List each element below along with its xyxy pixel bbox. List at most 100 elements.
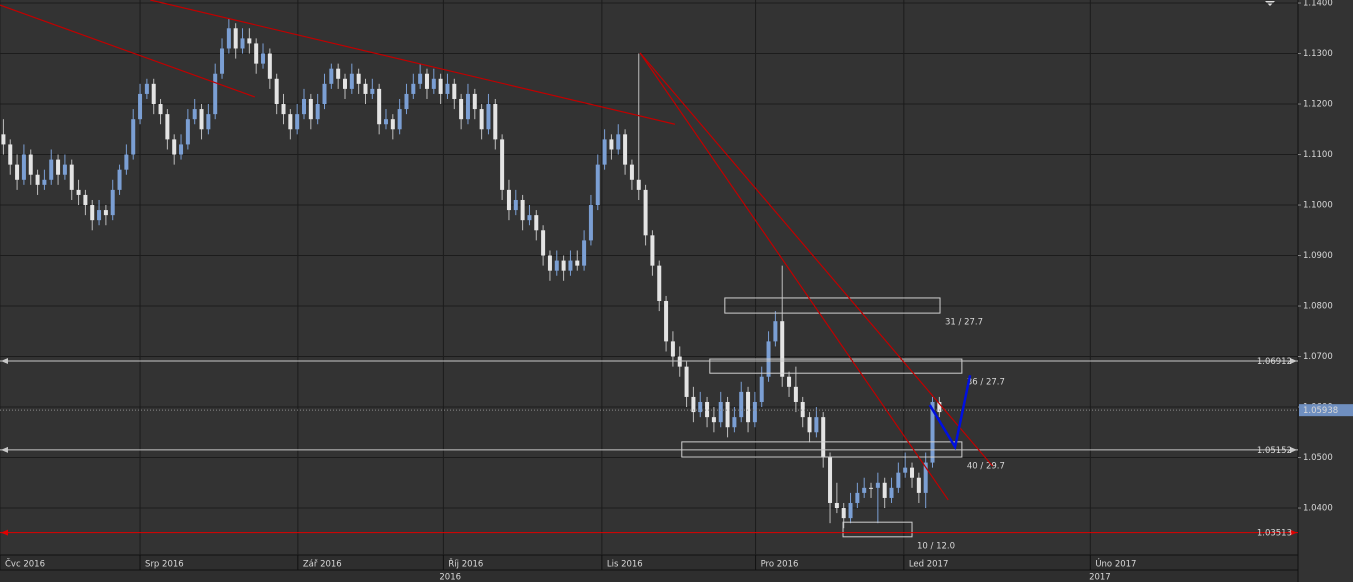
candle-body bbox=[110, 189, 115, 216]
y-tick-label: 1.1000 bbox=[1303, 201, 1333, 211]
line-arrow bbox=[1290, 357, 1297, 364]
candle-body bbox=[390, 119, 395, 130]
candle-body bbox=[445, 83, 450, 94]
candle-body bbox=[698, 401, 703, 413]
candle-body bbox=[233, 28, 238, 49]
candle-body bbox=[295, 114, 300, 130]
y-tick-label: 1.1400 bbox=[1303, 0, 1333, 9]
candle-body bbox=[192, 109, 197, 120]
y-tick-label: 1.0500 bbox=[1303, 453, 1333, 463]
candle-body bbox=[506, 189, 511, 211]
candle-body bbox=[220, 48, 225, 74]
candle-body bbox=[882, 482, 887, 498]
candle-body bbox=[746, 391, 751, 423]
candle-body bbox=[274, 78, 279, 105]
candle-body bbox=[930, 401, 935, 463]
candle-body bbox=[862, 487, 867, 493]
y-tick-label: 1.1200 bbox=[1303, 100, 1333, 110]
candle-body bbox=[534, 215, 539, 231]
candle-body bbox=[131, 119, 136, 155]
y-tick-label: 1.1300 bbox=[1303, 49, 1333, 59]
candle-body bbox=[547, 255, 552, 271]
x-tick-label: Úno 2017 bbox=[1095, 558, 1136, 570]
candle-body bbox=[800, 401, 805, 418]
candle-body bbox=[821, 417, 826, 458]
candle-body bbox=[103, 210, 108, 216]
zone-label: 31 / 27.7 bbox=[945, 318, 983, 328]
candle-body bbox=[315, 104, 320, 120]
x-axis-area bbox=[0, 555, 1298, 582]
candle-body bbox=[486, 104, 491, 130]
candle-body bbox=[561, 260, 566, 271]
candle-body bbox=[165, 114, 170, 140]
candle-body bbox=[35, 174, 40, 185]
candle-body bbox=[588, 205, 593, 241]
candle-body bbox=[855, 492, 860, 503]
candle-body bbox=[910, 467, 915, 478]
year-label: 2017 bbox=[1089, 573, 1111, 582]
x-tick-label: Zář 2016 bbox=[303, 560, 342, 570]
candle-body bbox=[179, 144, 184, 155]
candle-body bbox=[493, 104, 498, 140]
candle-body bbox=[691, 396, 696, 413]
candle-body bbox=[465, 93, 470, 120]
candle-body bbox=[684, 366, 689, 397]
y-tick-label: 1.0400 bbox=[1303, 504, 1333, 514]
candle-body bbox=[841, 508, 846, 519]
candle-body bbox=[56, 159, 61, 175]
candle-body bbox=[718, 401, 723, 423]
candle-body bbox=[636, 179, 641, 190]
candle-body bbox=[349, 73, 354, 89]
candle-body bbox=[138, 93, 143, 120]
candle-body bbox=[383, 119, 388, 125]
candle-body bbox=[923, 462, 928, 493]
trendline bbox=[639, 52, 994, 467]
candle-body bbox=[732, 417, 737, 428]
x-tick-label: Říj 2016 bbox=[448, 559, 483, 570]
last-price-label: 1.05938 bbox=[1303, 406, 1338, 416]
candle-body bbox=[711, 417, 716, 423]
candle-body bbox=[424, 73, 429, 89]
candle-body bbox=[807, 417, 812, 433]
candle-body bbox=[541, 230, 546, 256]
zone-box bbox=[709, 358, 963, 374]
candle-body bbox=[657, 265, 662, 301]
x-tick-label: Pro 2016 bbox=[761, 560, 799, 570]
x-tick-label: Srp 2016 bbox=[145, 560, 184, 570]
candle-body bbox=[308, 98, 313, 120]
y-tick-label: 1.1100 bbox=[1303, 150, 1333, 160]
candle-body bbox=[705, 401, 710, 418]
horizontal-line-label: 1.03513 bbox=[1257, 529, 1292, 539]
trendline bbox=[0, 4, 256, 98]
candle-body bbox=[247, 38, 252, 44]
candle-body bbox=[21, 154, 26, 180]
line-arrow bbox=[1290, 446, 1297, 453]
candle-body bbox=[916, 477, 921, 493]
candle-body bbox=[404, 93, 409, 110]
candle-body bbox=[875, 482, 880, 488]
candle-body bbox=[254, 43, 259, 64]
zone-box bbox=[842, 521, 913, 538]
candle-body bbox=[595, 164, 600, 206]
candle-body bbox=[267, 53, 272, 79]
candle-body bbox=[240, 38, 245, 49]
candle-body bbox=[903, 467, 908, 473]
zone-label: 36 / 27.7 bbox=[967, 378, 1005, 388]
horizontal-line-label: 1.05152 bbox=[1257, 446, 1292, 456]
zone-label: 40 / 29.7 bbox=[967, 462, 1005, 472]
candle-body bbox=[172, 139, 177, 155]
candle-body bbox=[889, 487, 894, 498]
candle-body bbox=[49, 159, 54, 180]
candle-body bbox=[97, 210, 102, 221]
candle-body bbox=[527, 215, 532, 221]
y-tick-label: 1.0900 bbox=[1303, 251, 1333, 261]
candle-body bbox=[42, 179, 47, 185]
candle-body bbox=[418, 73, 423, 84]
candle-body bbox=[554, 260, 559, 271]
candle-body bbox=[828, 457, 833, 503]
candle-body bbox=[8, 144, 13, 165]
candle-body bbox=[472, 93, 477, 110]
candle-body bbox=[1, 134, 6, 145]
